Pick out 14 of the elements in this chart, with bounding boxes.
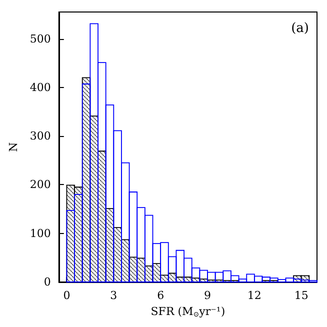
x-tick-label: 3	[110, 289, 118, 302]
y-tick-label: 300	[30, 130, 51, 143]
y-tick-label: 200	[30, 178, 51, 192]
y-tick-label: 0	[44, 276, 51, 288]
x-tick-label: 0	[63, 289, 70, 302]
x-tick-label: 9	[204, 289, 211, 302]
x-tick-label: 15	[294, 289, 308, 302]
y-axis-title: N	[7, 142, 20, 152]
x-tick-label: 6	[157, 289, 164, 302]
y-tick-label: 500	[30, 32, 51, 46]
y-tick-label: 400	[30, 80, 51, 94]
y-tick-label: 100	[30, 226, 51, 240]
annotation: (a)	[291, 21, 310, 36]
x-tick-label: 12	[247, 289, 262, 302]
